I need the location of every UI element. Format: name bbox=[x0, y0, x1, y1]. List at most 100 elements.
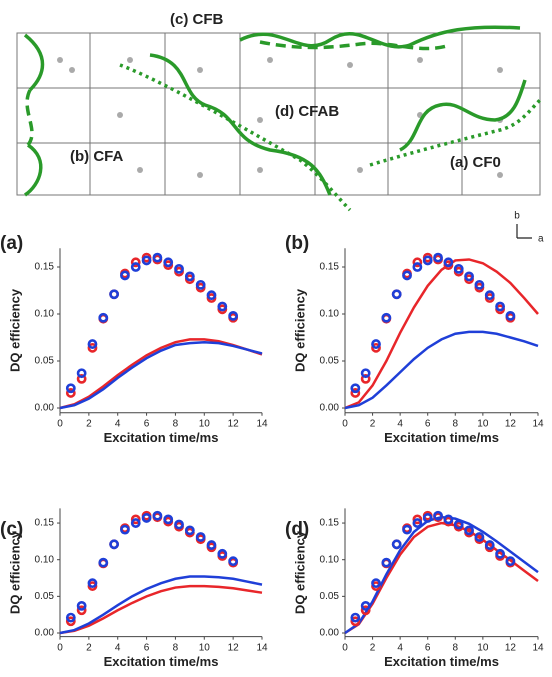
chain bbox=[25, 35, 43, 90]
x-tick-label: 12 bbox=[505, 642, 517, 653]
x-tick-label: 12 bbox=[228, 642, 240, 653]
diagram-label: (d) CFAB bbox=[275, 103, 339, 120]
data-point bbox=[393, 291, 400, 298]
data-point bbox=[403, 272, 410, 279]
x-tick-label: 8 bbox=[453, 642, 459, 653]
x-tick-label: 14 bbox=[532, 642, 544, 653]
x-tick-label: 14 bbox=[256, 418, 268, 429]
data-point bbox=[154, 254, 161, 261]
data-point bbox=[165, 516, 172, 523]
x-tick-label: 6 bbox=[144, 642, 150, 653]
x-tick-label: 6 bbox=[425, 642, 431, 653]
data-point bbox=[208, 541, 215, 548]
curve bbox=[345, 259, 538, 408]
y-tick-label: 0.00 bbox=[320, 403, 340, 414]
data-point bbox=[383, 559, 390, 566]
data-point bbox=[434, 512, 441, 519]
data-point bbox=[154, 512, 161, 519]
x-tick-label: 0 bbox=[57, 642, 63, 653]
x-tick-label: 8 bbox=[173, 418, 179, 429]
diagram-label: b bbox=[514, 211, 520, 222]
x-tick-label: 10 bbox=[199, 418, 211, 429]
data-point bbox=[424, 514, 431, 521]
chain bbox=[260, 42, 450, 49]
data-point bbox=[121, 526, 128, 533]
curve bbox=[345, 517, 538, 633]
y-tick-label: 0.05 bbox=[320, 356, 340, 367]
cell-axes bbox=[517, 224, 532, 238]
x-tick-label: 2 bbox=[370, 418, 376, 429]
curve bbox=[60, 586, 262, 633]
y-tick-label: 0.00 bbox=[320, 628, 340, 639]
x-tick-label: 14 bbox=[256, 642, 268, 653]
chain bbox=[25, 145, 41, 195]
crystal-diagram bbox=[17, 27, 540, 238]
data-point bbox=[111, 291, 118, 298]
data-point bbox=[219, 550, 226, 557]
diagram-label: (c) CFB bbox=[170, 11, 223, 28]
data-point bbox=[434, 254, 441, 261]
y-tick-label: 0.05 bbox=[35, 356, 55, 367]
y-tick-label: 0.15 bbox=[35, 262, 55, 273]
x-tick-label: 10 bbox=[477, 418, 489, 429]
y-axis-label: DQ efficiency bbox=[292, 530, 307, 614]
y-tick-label: 0.15 bbox=[320, 262, 340, 273]
data-point bbox=[230, 312, 237, 319]
x-axis-label: Excitation time/ms bbox=[384, 654, 499, 669]
y-tick-label: 0.10 bbox=[35, 309, 55, 320]
y-tick-label: 0.00 bbox=[35, 628, 55, 639]
data-point bbox=[175, 521, 182, 528]
panel-label: (a) bbox=[0, 233, 23, 254]
data-point bbox=[393, 541, 400, 548]
chain bbox=[27, 90, 32, 145]
x-tick-label: 8 bbox=[173, 642, 179, 653]
x-tick-label: 2 bbox=[86, 642, 92, 653]
figure: (c) CFB(d) CFAB(b) CFA(a) CF0ba(a)0.000.… bbox=[0, 0, 552, 677]
data-point bbox=[507, 312, 514, 319]
x-tick-label: 10 bbox=[477, 642, 489, 653]
x-tick-label: 0 bbox=[57, 418, 63, 429]
panel-label: (b) bbox=[285, 233, 309, 254]
x-tick-label: 0 bbox=[342, 642, 348, 653]
y-tick-label: 0.00 bbox=[35, 403, 55, 414]
x-tick-label: 4 bbox=[397, 418, 403, 429]
x-tick-label: 12 bbox=[505, 418, 517, 429]
data-point bbox=[230, 558, 237, 565]
x-tick-label: 6 bbox=[144, 418, 150, 429]
y-axis-label: DQ efficiency bbox=[7, 288, 22, 372]
y-tick-label: 0.10 bbox=[35, 554, 55, 565]
diagram-label: (a) CF0 bbox=[450, 154, 501, 171]
x-tick-label: 4 bbox=[115, 642, 121, 653]
data-point bbox=[100, 559, 107, 566]
x-tick-label: 6 bbox=[425, 418, 431, 429]
x-tick-label: 2 bbox=[370, 642, 376, 653]
x-tick-label: 2 bbox=[86, 418, 92, 429]
x-tick-label: 10 bbox=[199, 642, 211, 653]
y-tick-label: 0.05 bbox=[35, 591, 55, 602]
curve bbox=[345, 332, 538, 408]
y-axis-label: DQ efficiency bbox=[7, 530, 22, 614]
y-tick-label: 0.05 bbox=[320, 591, 340, 602]
y-tick-label: 0.15 bbox=[320, 518, 340, 529]
data-point bbox=[78, 370, 85, 377]
data-point bbox=[121, 272, 128, 279]
data-point bbox=[362, 370, 369, 377]
x-tick-label: 4 bbox=[115, 418, 121, 429]
data-point bbox=[445, 516, 452, 523]
x-axis-label: Excitation time/ms bbox=[104, 654, 219, 669]
y-tick-label: 0.10 bbox=[320, 554, 340, 565]
data-point bbox=[383, 314, 390, 321]
x-tick-label: 4 bbox=[397, 642, 403, 653]
diagram-label: a bbox=[538, 234, 544, 245]
x-tick-label: 14 bbox=[532, 418, 544, 429]
x-tick-label: 8 bbox=[453, 418, 459, 429]
data-point bbox=[186, 527, 193, 534]
data-point bbox=[455, 521, 462, 528]
x-axis-label: Excitation time/ms bbox=[384, 430, 499, 445]
x-tick-label: 0 bbox=[342, 418, 348, 429]
y-axis-label: DQ efficiency bbox=[292, 288, 307, 372]
data-point bbox=[403, 526, 410, 533]
x-axis-label: Excitation time/ms bbox=[104, 430, 219, 445]
data-point bbox=[143, 514, 150, 521]
data-point bbox=[111, 541, 118, 548]
